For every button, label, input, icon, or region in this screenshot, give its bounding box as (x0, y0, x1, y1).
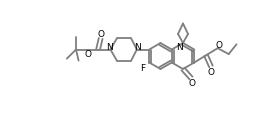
Text: F: F (139, 63, 144, 72)
Text: N: N (134, 42, 141, 51)
Text: N: N (176, 42, 183, 51)
Text: N: N (106, 42, 112, 51)
Text: O: O (84, 50, 91, 59)
Text: O: O (207, 67, 214, 76)
Text: O: O (97, 30, 104, 39)
Text: O: O (188, 79, 195, 88)
Text: O: O (214, 40, 221, 49)
